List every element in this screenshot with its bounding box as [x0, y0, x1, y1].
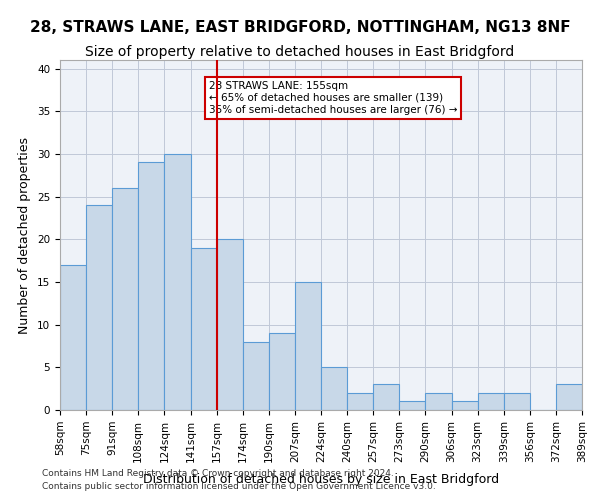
Bar	[295, 282, 321, 410]
X-axis label: Distribution of detached houses by size in East Bridgford: Distribution of detached houses by size …	[143, 473, 499, 486]
Bar	[556, 384, 582, 410]
Text: Contains public sector information licensed under the Open Government Licence v3: Contains public sector information licen…	[42, 482, 436, 491]
Bar	[60, 265, 86, 410]
Bar	[373, 384, 400, 410]
Bar	[139, 162, 164, 410]
Bar	[452, 402, 478, 410]
Text: 28, STRAWS LANE, EAST BRIDGFORD, NOTTINGHAM, NG13 8NF: 28, STRAWS LANE, EAST BRIDGFORD, NOTTING…	[29, 20, 571, 35]
Bar	[191, 248, 217, 410]
Text: Contains HM Land Registry data © Crown copyright and database right 2024.: Contains HM Land Registry data © Crown c…	[42, 468, 394, 477]
Bar	[243, 342, 269, 410]
Text: Size of property relative to detached houses in East Bridgford: Size of property relative to detached ho…	[85, 45, 515, 59]
Bar	[321, 368, 347, 410]
Bar	[504, 393, 530, 410]
Text: 28 STRAWS LANE: 155sqm
← 65% of detached houses are smaller (139)
35% of semi-de: 28 STRAWS LANE: 155sqm ← 65% of detached…	[209, 82, 457, 114]
Bar	[425, 393, 452, 410]
Bar	[217, 240, 243, 410]
Bar	[112, 188, 139, 410]
Bar	[400, 402, 425, 410]
Bar	[269, 333, 295, 410]
Bar	[347, 393, 373, 410]
Bar	[164, 154, 191, 410]
Y-axis label: Number of detached properties: Number of detached properties	[19, 136, 31, 334]
Bar	[86, 205, 112, 410]
Bar	[478, 393, 504, 410]
